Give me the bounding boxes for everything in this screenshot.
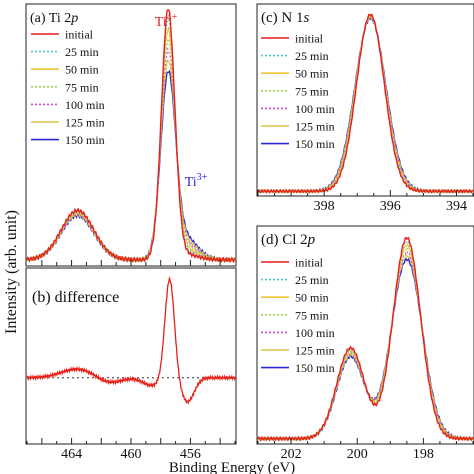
y-axis-label: Intensity (arb. unit) — [3, 210, 20, 334]
cl2p-series-50-min — [257, 243, 474, 442]
ti2p-series-75-min — [26, 37, 236, 263]
ti2p-legend-label: 150 min — [65, 133, 105, 147]
ti2p-legend-label: 50 min — [65, 63, 99, 77]
panel-b-title: (b) difference — [32, 289, 119, 306]
cl2p-legend-label: initial — [295, 256, 324, 270]
n1s-series-150-min — [257, 17, 474, 194]
n1s-x-tick-label: 398 — [314, 199, 335, 214]
panel-d-frame — [256, 225, 474, 445]
cl2p-legend-label: 100 min — [295, 326, 335, 340]
n1s-legend-label: 25 min — [295, 49, 329, 63]
n1s-x-tick-label: 396 — [380, 199, 401, 214]
cl2p-legend-label: 125 min — [295, 344, 335, 358]
x-axis-label: Binding Energy (eV) — [169, 460, 295, 474]
ti2p-series-150-min — [26, 69, 236, 264]
ti4-annotation: Ti4+ — [155, 12, 178, 30]
ti2p-series-100-min — [26, 47, 236, 263]
cl2p-series-75-min — [257, 246, 474, 442]
n1s-legend-label: 75 min — [295, 84, 329, 98]
cl2p-legend-label: 50 min — [295, 291, 329, 305]
ti2p-legend-label: 25 min — [65, 45, 99, 59]
ti2p-series-125-min — [26, 58, 236, 263]
cl2p-series-initial — [257, 236, 474, 442]
diff-x-tick-label: 464 — [61, 447, 82, 462]
n1s-legend-label: 125 min — [295, 120, 335, 134]
ti2p-legend-label: 100 min — [65, 98, 105, 112]
cl2p-legend-label: 75 min — [295, 308, 329, 322]
ti2p-legend-label: 75 min — [65, 80, 99, 94]
cl2p-series-100-min — [257, 250, 474, 442]
panel-c-frame — [256, 3, 474, 197]
n1s-series-initial — [257, 13, 474, 194]
n1s-series-75-min — [257, 14, 474, 194]
panel-c-title: (c) N 1s — [261, 10, 309, 26]
cl2p-x-tick-label: 202 — [281, 447, 302, 462]
n1s-series-25-min — [257, 13, 474, 194]
cl2p-legend-label: 150 min — [295, 361, 335, 375]
cl2p-x-tick-label: 200 — [347, 447, 368, 462]
diff-series — [26, 275, 236, 405]
ti2p-series-50-min — [26, 25, 236, 263]
cl2p-series-25-min — [257, 239, 474, 442]
n1s-legend-label: 50 min — [295, 67, 329, 81]
ti2p-legend-label: initial — [65, 28, 94, 42]
ti2p-series-initial — [26, 9, 236, 263]
n1s-legend-label: 100 min — [295, 102, 335, 116]
n1s-series-125-min — [257, 15, 474, 194]
panel-a-title: (a) Ti 2p — [30, 11, 78, 26]
ti3-annotation: Ti3+ — [185, 172, 208, 190]
n1s-legend-label: initial — [295, 32, 324, 46]
panel-a-frame — [25, 3, 237, 267]
cl2p-x-tick-label: 198 — [413, 447, 434, 462]
ti2p-legend-label: 125 min — [65, 116, 105, 130]
cl2p-series-150-min — [257, 257, 474, 442]
n1s-legend-label: 150 min — [295, 137, 335, 151]
diff-x-tick-label: 460 — [121, 447, 142, 462]
n1s-series-100-min — [257, 15, 474, 194]
diff-x-tick-label: 456 — [180, 447, 201, 462]
cl2p-legend-label: 25 min — [295, 273, 329, 287]
n1s-x-tick-label: 394 — [446, 199, 467, 214]
panel-d-title: (d) Cl 2p — [261, 232, 316, 248]
cl2p-series-125-min — [257, 253, 474, 442]
n1s-series-50-min — [257, 14, 474, 194]
